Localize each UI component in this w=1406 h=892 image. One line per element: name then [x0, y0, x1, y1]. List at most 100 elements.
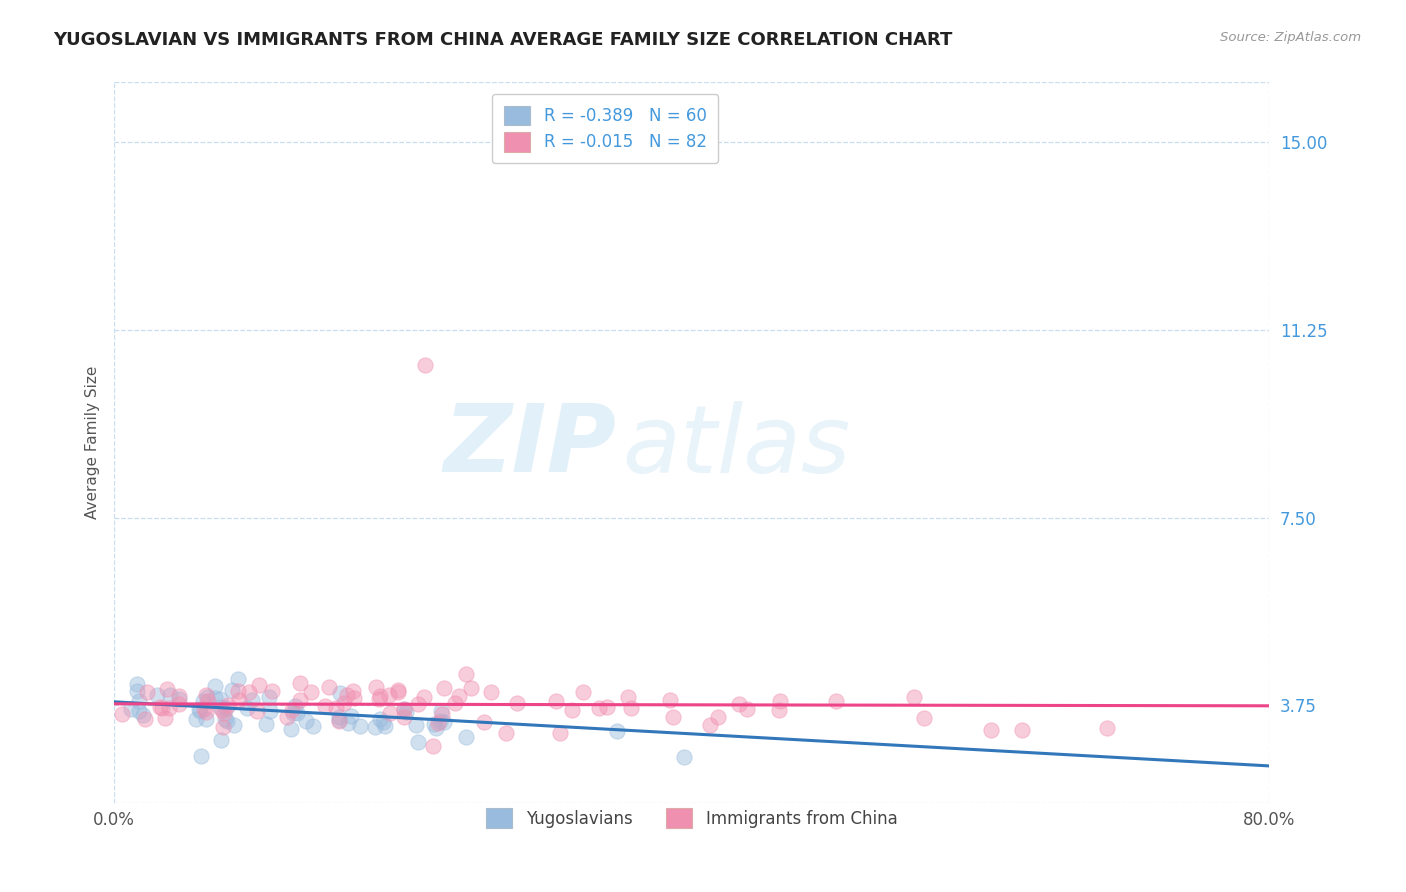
- Point: [190, 748, 212, 763]
- Point: [546, 694, 568, 708]
- Point: [157, 701, 180, 715]
- Point: [349, 719, 371, 733]
- Point: [247, 677, 270, 691]
- Point: [460, 681, 482, 695]
- Point: [188, 704, 211, 718]
- Point: [155, 711, 177, 725]
- Point: [128, 694, 150, 708]
- Point: [425, 721, 447, 735]
- Point: [364, 680, 387, 694]
- Point: [214, 712, 236, 726]
- Point: [620, 701, 643, 715]
- Point: [299, 685, 322, 699]
- Point: [363, 719, 385, 733]
- Point: [149, 700, 172, 714]
- Point: [257, 690, 280, 705]
- Point: [211, 720, 233, 734]
- Point: [159, 688, 181, 702]
- Point: [193, 702, 215, 716]
- Point: [392, 710, 415, 724]
- Point: [328, 714, 350, 728]
- Point: [228, 693, 250, 707]
- Legend: Yugoslavians, Immigrants from China: Yugoslavians, Immigrants from China: [479, 802, 904, 834]
- Point: [380, 706, 402, 720]
- Point: [980, 723, 1002, 737]
- Y-axis label: Average Family Size: Average Family Size: [86, 366, 100, 519]
- Point: [768, 703, 790, 717]
- Point: [194, 712, 217, 726]
- Point: [146, 688, 169, 702]
- Point: [226, 672, 249, 686]
- Point: [328, 713, 350, 727]
- Point: [659, 693, 682, 707]
- Point: [447, 689, 470, 703]
- Point: [342, 684, 364, 698]
- Point: [215, 714, 238, 728]
- Point: [432, 681, 454, 695]
- Point: [395, 705, 418, 719]
- Text: ZIP: ZIP: [444, 400, 616, 492]
- Point: [195, 688, 218, 702]
- Point: [413, 358, 436, 372]
- Point: [120, 701, 142, 715]
- Point: [208, 699, 231, 714]
- Point: [209, 692, 232, 706]
- Point: [259, 704, 281, 718]
- Point: [328, 709, 350, 723]
- Point: [212, 706, 235, 720]
- Point: [281, 703, 304, 717]
- Point: [617, 690, 640, 704]
- Point: [561, 703, 583, 717]
- Point: [340, 709, 363, 723]
- Point: [406, 735, 429, 749]
- Point: [288, 692, 311, 706]
- Point: [429, 714, 451, 728]
- Point: [588, 700, 610, 714]
- Point: [427, 716, 450, 731]
- Point: [169, 697, 191, 711]
- Point: [1095, 722, 1118, 736]
- Point: [211, 702, 233, 716]
- Point: [197, 690, 219, 704]
- Point: [125, 683, 148, 698]
- Point: [422, 739, 444, 753]
- Point: [221, 682, 243, 697]
- Point: [217, 698, 239, 713]
- Point: [423, 717, 446, 731]
- Point: [136, 685, 159, 699]
- Text: atlas: atlas: [623, 401, 851, 491]
- Point: [769, 694, 792, 708]
- Point: [238, 685, 260, 699]
- Point: [454, 667, 477, 681]
- Point: [606, 723, 628, 738]
- Text: Source: ZipAtlas.com: Source: ZipAtlas.com: [1220, 31, 1361, 45]
- Point: [150, 701, 173, 715]
- Point: [329, 686, 352, 700]
- Point: [134, 712, 156, 726]
- Point: [433, 714, 456, 729]
- Text: YUGOSLAVIAN VS IMMIGRANTS FROM CHINA AVERAGE FAMILY SIZE CORRELATION CHART: YUGOSLAVIAN VS IMMIGRANTS FROM CHINA AVE…: [53, 31, 953, 49]
- Point: [336, 716, 359, 731]
- Point: [728, 698, 751, 712]
- Point: [374, 719, 396, 733]
- Point: [662, 709, 685, 723]
- Point: [506, 696, 529, 710]
- Point: [280, 722, 302, 736]
- Point: [456, 730, 478, 744]
- Point: [156, 681, 179, 696]
- Point: [197, 694, 219, 708]
- Point: [131, 707, 153, 722]
- Point: [288, 675, 311, 690]
- Point: [224, 718, 246, 732]
- Point: [193, 694, 215, 708]
- Point: [325, 701, 347, 715]
- Point: [128, 704, 150, 718]
- Point: [825, 694, 848, 708]
- Point: [595, 700, 617, 714]
- Point: [215, 701, 238, 715]
- Point: [413, 690, 436, 705]
- Point: [370, 712, 392, 726]
- Point: [571, 684, 593, 698]
- Point: [236, 700, 259, 714]
- Point: [368, 689, 391, 703]
